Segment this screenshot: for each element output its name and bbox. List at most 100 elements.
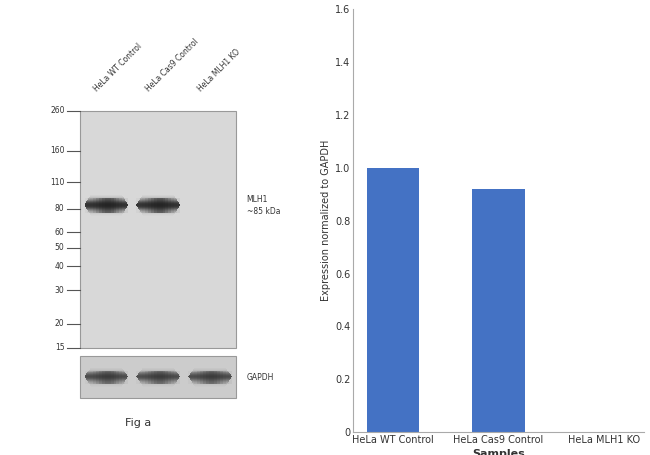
Bar [136, 204, 180, 206]
Bar [148, 198, 151, 213]
Bar [194, 370, 197, 384]
Bar [136, 376, 180, 377]
Bar [191, 370, 194, 384]
Bar [88, 370, 124, 372]
Bar [90, 195, 122, 196]
Text: 50: 50 [55, 243, 64, 252]
Bar [162, 198, 166, 213]
Bar [160, 370, 162, 384]
Bar [141, 212, 176, 213]
Bar [102, 370, 105, 384]
Bar [154, 198, 157, 213]
Bar [214, 370, 217, 384]
Bar [102, 198, 105, 213]
Bar [142, 196, 175, 197]
Text: HeLa WT Control: HeLa WT Control [92, 42, 144, 94]
Bar [87, 209, 125, 210]
Bar [138, 202, 179, 203]
Text: HeLa Cas9 Control: HeLa Cas9 Control [144, 37, 200, 94]
Bar [211, 370, 214, 384]
Bar [86, 379, 126, 380]
Bar [177, 370, 180, 384]
Bar [99, 370, 102, 384]
Bar [143, 215, 174, 216]
Text: 160: 160 [50, 147, 64, 156]
Bar [85, 206, 127, 207]
Bar [89, 383, 124, 384]
Bar [96, 198, 99, 213]
Bar [88, 198, 124, 199]
Bar [81, 111, 236, 348]
Bar [87, 380, 125, 381]
Bar [195, 386, 226, 387]
Bar [139, 200, 177, 201]
Bar [191, 380, 229, 381]
Bar [91, 215, 122, 216]
Bar [141, 197, 176, 198]
Bar [88, 199, 125, 200]
Bar [193, 369, 227, 370]
Bar [189, 377, 231, 378]
Text: 40: 40 [55, 262, 64, 271]
Bar [140, 372, 177, 373]
Bar [217, 370, 220, 384]
Bar [120, 370, 122, 384]
Text: 30: 30 [55, 286, 64, 294]
Bar [122, 370, 125, 384]
Bar [203, 370, 205, 384]
Bar [87, 373, 125, 374]
Bar [90, 196, 123, 197]
Bar [190, 378, 231, 379]
Bar [205, 370, 209, 384]
Bar [84, 376, 128, 377]
Bar [88, 210, 125, 211]
Bar [125, 198, 128, 213]
Bar [142, 370, 145, 384]
Bar [138, 379, 178, 380]
Bar [151, 370, 154, 384]
Bar [140, 211, 176, 212]
Bar [188, 376, 232, 377]
Bar [226, 370, 229, 384]
Bar [162, 370, 166, 384]
Bar [90, 384, 123, 385]
Bar [86, 207, 126, 209]
Bar [190, 374, 231, 375]
Bar [220, 370, 223, 384]
Bar [93, 198, 96, 213]
Bar [87, 200, 125, 201]
Bar [174, 198, 177, 213]
Bar [87, 198, 90, 213]
Bar [84, 204, 128, 206]
Bar [194, 368, 226, 369]
Bar [142, 195, 174, 196]
Bar [122, 198, 125, 213]
Bar [140, 370, 176, 372]
Bar [140, 210, 177, 211]
Bar [367, 168, 419, 432]
Bar [139, 198, 142, 213]
Bar [90, 368, 122, 369]
Text: GAPDH: GAPDH [246, 373, 274, 382]
Bar [89, 369, 124, 370]
Bar [105, 198, 108, 213]
Bar [192, 381, 229, 382]
Bar [177, 198, 180, 213]
Bar [139, 373, 177, 374]
Text: MLH1
~85 kDa: MLH1 ~85 kDa [246, 195, 280, 216]
Bar [142, 385, 174, 386]
Bar [192, 382, 228, 383]
Bar [137, 203, 179, 204]
Bar [138, 378, 179, 379]
Bar [160, 198, 162, 213]
Bar [90, 214, 122, 215]
Bar [81, 356, 236, 399]
Bar [87, 370, 90, 384]
Bar [136, 370, 139, 384]
Bar [148, 370, 151, 384]
Bar [209, 370, 211, 384]
Bar [137, 377, 179, 378]
Bar [142, 198, 145, 213]
Bar [139, 380, 177, 381]
Bar [145, 370, 148, 384]
